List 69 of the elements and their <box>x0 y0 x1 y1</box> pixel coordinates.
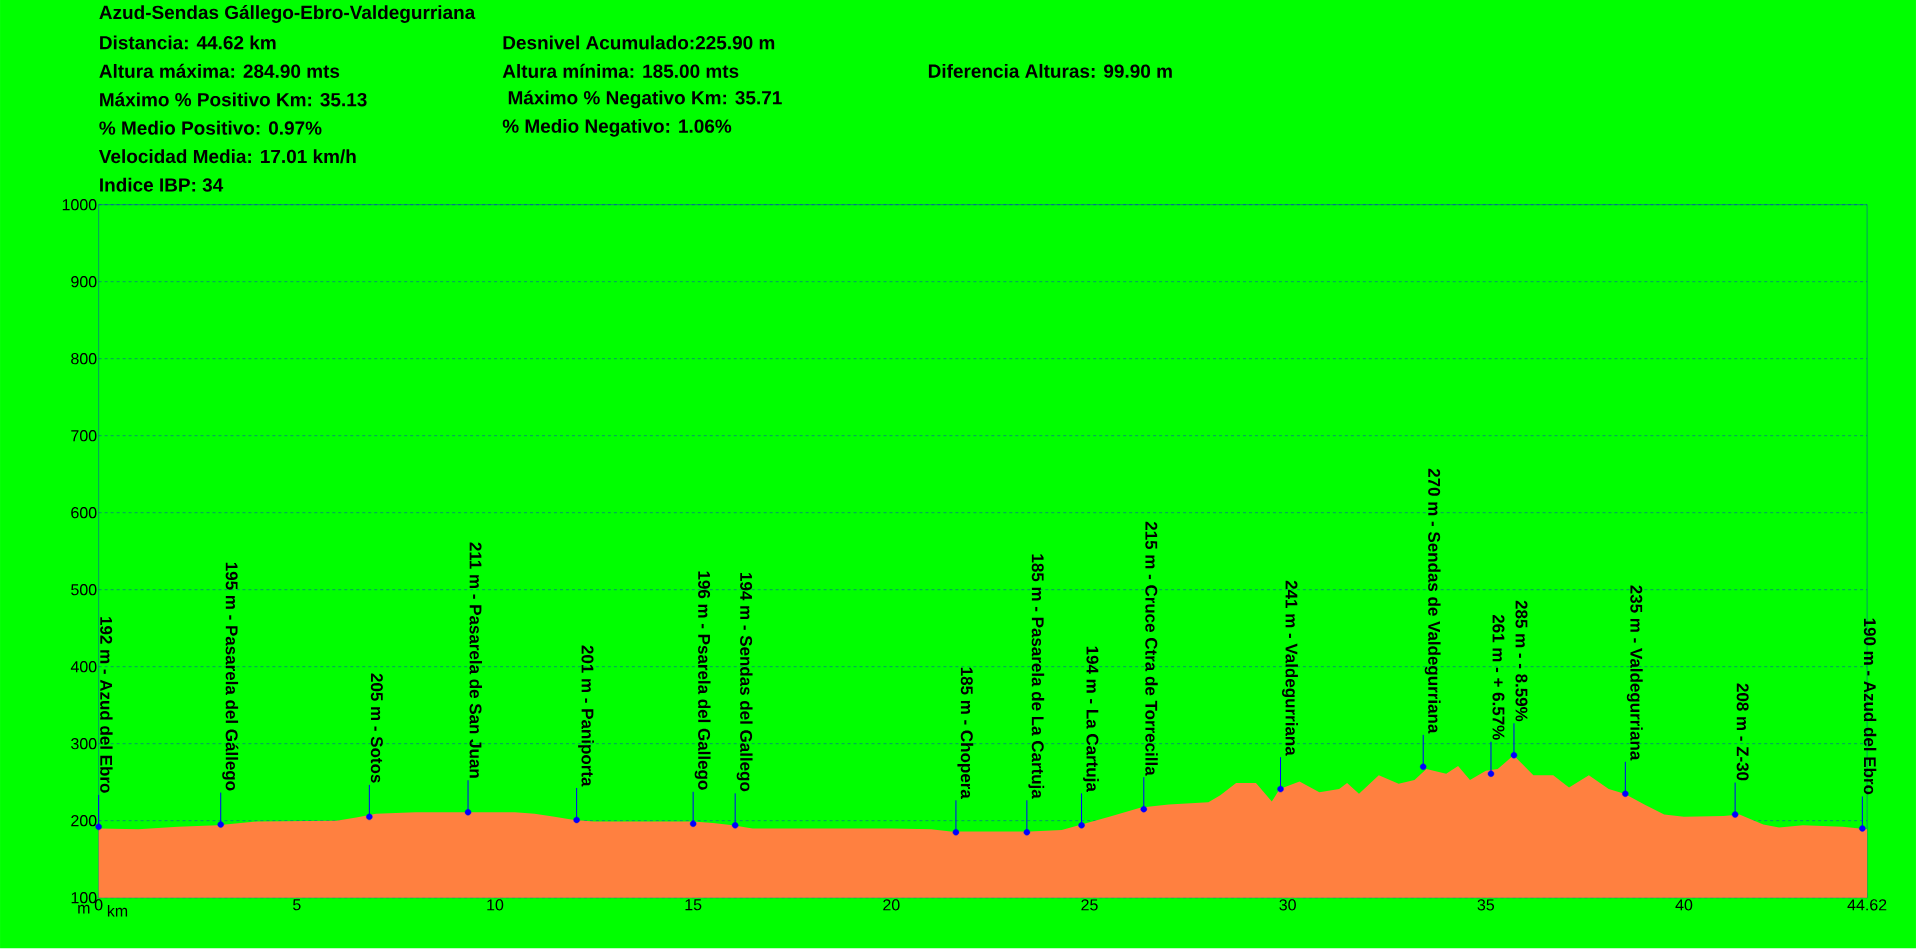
annotation: 185 m - Chopera <box>957 667 974 800</box>
annotation: 195 m - Pasarela del Gállego <box>222 563 239 791</box>
text: % Medio Positivo: 0.97% <box>99 121 322 135</box>
x-tick-label: 35 <box>1477 899 1495 911</box>
annotation: 194 m - La Cartuja <box>1083 646 1099 793</box>
x-tick-label: 10 <box>487 899 504 911</box>
x-tick-label: 0 <box>94 899 103 911</box>
point <box>464 809 472 816</box>
text: Máximo % Positivo Km: 35.13 <box>100 92 367 107</box>
annotation: 241 m - Valdegurriana <box>1282 580 1298 756</box>
y-axis-title: m <box>78 905 90 914</box>
x-tick-label: 15 <box>685 899 702 911</box>
text: Indice IBP: 34 <box>100 177 224 192</box>
point <box>366 813 373 821</box>
text: % Medio Negativo: 1.06% <box>502 119 732 137</box>
chart-title: Azud-Sendas Gállego-Ebro-Valdegurriana <box>99 5 476 24</box>
annotation: 235 m - Valdegurriana <box>1626 585 1643 761</box>
y-tick-label: 700 <box>71 430 97 442</box>
point <box>1277 786 1284 793</box>
x-tick-label: 20 <box>883 899 900 911</box>
y-tick-label: 300 <box>71 738 97 750</box>
y-tick-label: 600 <box>71 507 97 519</box>
annotation: 201 m - Paniporta <box>578 645 594 787</box>
annotation: 211 m - Pasarela de San Juan <box>469 542 482 778</box>
y-tick-label: 1000 <box>62 199 97 211</box>
x-tick-label: 25 <box>1081 899 1098 911</box>
text: Máximo % Negativo Km: 35.71 <box>508 90 782 109</box>
x-tick-label: 30 <box>1279 899 1296 911</box>
text: Altura mínima: 185.00 mts <box>502 64 739 79</box>
point <box>1078 822 1085 829</box>
x-axis-title: km <box>107 905 128 917</box>
point <box>573 816 580 824</box>
point <box>1420 763 1427 771</box>
point <box>217 821 224 828</box>
point <box>689 820 697 828</box>
x-tick-label: 40 <box>1675 899 1693 911</box>
x-tick-label: 5 <box>293 899 301 911</box>
y-tick-label: 500 <box>71 584 97 596</box>
annotation: 208 m - Z-30 <box>1736 683 1749 781</box>
annotation: 270 m - Sendas de Valdegurriana <box>1424 469 1441 734</box>
point <box>1510 752 1518 759</box>
annotation: 261 m - + 6.57% <box>1492 615 1505 740</box>
annotation: 185 m - Pasarela de La Cartuja <box>1028 554 1045 800</box>
text: Velocidad Media: 17.01 km/h <box>98 149 356 164</box>
point <box>1023 829 1031 836</box>
text: Diferencia Alturas: 99.90 m <box>928 64 1172 79</box>
y-tick-label: 900 <box>71 276 97 288</box>
y-tick-label: 100 <box>71 892 97 904</box>
point <box>952 829 960 836</box>
annotation: 192 m - Azud del Ebro <box>100 617 113 793</box>
annotation: 194 m - Sendas del Gallego <box>736 573 753 792</box>
text: Altura máxima: 284.90 mts <box>99 64 340 79</box>
annotation: 205 m - Sotos <box>370 673 383 783</box>
annotation: 215 m - Cruce Ctra de Torrecilla <box>1145 522 1158 776</box>
annotation: 285 m - - 8.59% <box>1515 600 1528 722</box>
y-tick-label: 200 <box>71 815 97 827</box>
y-tick-label: 800 <box>71 353 97 365</box>
text: Distancia: 44.62 km <box>100 35 276 50</box>
point <box>731 822 739 829</box>
point <box>1487 770 1495 778</box>
annotation: 196 m - Psarela del Gallego <box>694 571 711 790</box>
y-tick-label: 400 <box>70 661 97 673</box>
text: Desnivel Acumulado:225.90 m <box>503 35 775 50</box>
point <box>1622 790 1629 798</box>
point <box>1859 825 1866 832</box>
point <box>1140 806 1147 813</box>
point <box>1731 811 1739 818</box>
x-tick-label: 44.62 <box>1847 899 1887 911</box>
annotation: 190 m - Azud del Ebro <box>1863 618 1877 795</box>
